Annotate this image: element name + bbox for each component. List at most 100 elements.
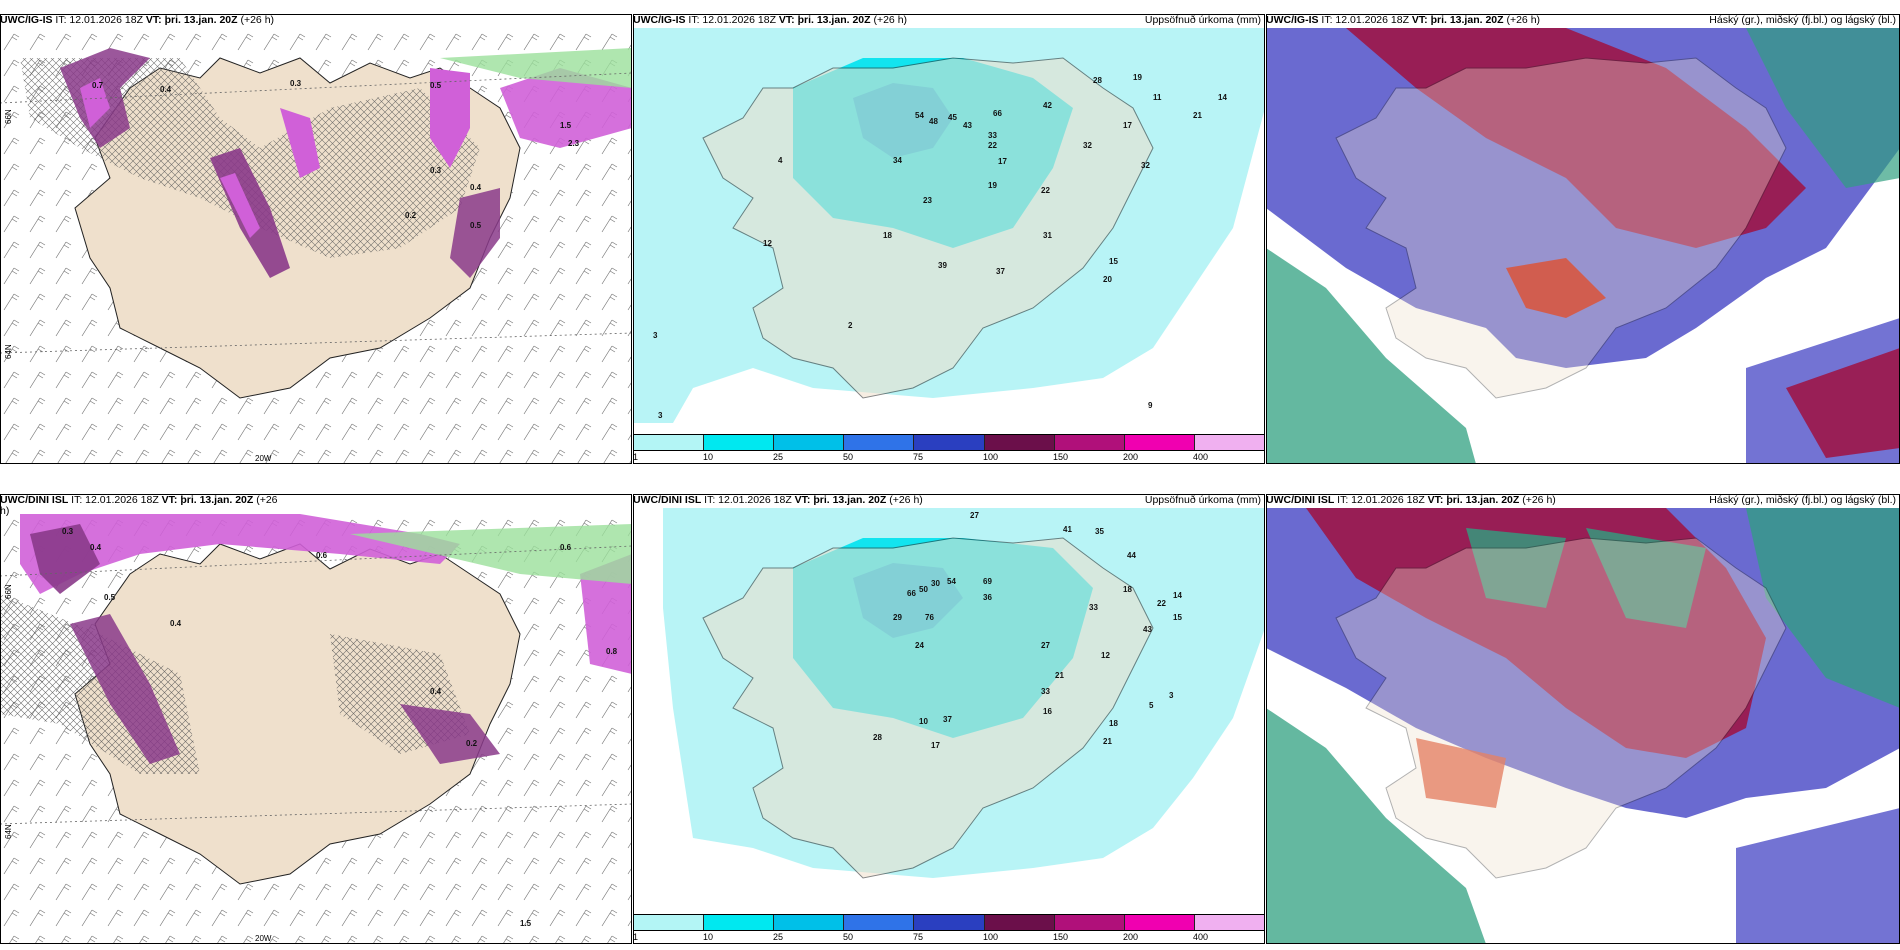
valid-time: VT: þri. 13.jan. 20Z [794,494,887,506]
colorbar-swatch [984,435,1055,450]
precip-value: 22 [1157,599,1166,608]
valid-time: VT: þri. 13.jan. 20Z [145,14,238,26]
precip-value: 34 [893,156,902,165]
icing-value: 0.3 [430,166,442,175]
model-name: UWC/DINI ISL [0,494,69,506]
precip-value: 41 [1063,525,1072,534]
valid-time: VT: þri. 13.jan. 20Z [1427,494,1520,506]
lead-time: (+26 h) [240,14,275,26]
precip-value: 19 [1133,73,1142,82]
colorbar-swatch [984,915,1055,930]
cloud-orange [1416,738,1506,808]
init-time: IT: 12.01.2026 18Z [55,14,143,26]
precip-value: 11 [1153,93,1162,102]
cloud-mid-ne [1746,28,1900,188]
icing-value: 0.4 [90,543,102,552]
precip-value: 9 [1148,401,1153,410]
icing-value: 0.4 [470,183,482,192]
icing-value: 0.4 [170,619,182,628]
precip-value: 10 [919,717,928,726]
colorbar-swatch [1124,915,1195,930]
precip-value: 32 [1141,161,1150,170]
precip-value: 48 [929,117,938,126]
panel-variable: Háský (gr.), miðský (fj.bl.) og lágský (… [1709,494,1896,506]
icing-value: 2.3 [568,139,580,148]
icing-green [350,524,632,584]
cloud-low [1266,28,1900,368]
lon-label-20: 20W [255,934,272,943]
precip-value: 66 [993,109,1002,118]
icing-purple-1 [30,524,100,594]
colorbar-tick: 50 [843,932,854,942]
cloud-map-panel-dini: UWC/DINI ISL IT: 12.01.2026 18Z VT: þri.… [1266,494,1900,944]
precip-value: 22 [988,141,997,150]
panel-variable: Uppsöfnuð úrkoma (mm) [1144,14,1261,26]
cloud-low-se [1736,808,1900,944]
colorbar-swatch [1054,915,1125,930]
colorbar-tick: 150 [1053,452,1069,462]
colorbar-swatch [774,915,845,930]
cloud-map [1266,508,1900,944]
cloud-mid-1 [1466,528,1566,608]
icing-value: 0.2 [405,211,417,220]
icing-purple-3 [400,704,500,764]
panel-frame [633,14,1265,464]
icing-value: 0.8 [606,647,618,656]
colorbar-tick-labels: 1 10 25 50 75 100 150 200 400 [633,452,1265,464]
icing-value: 0.6 [316,551,328,560]
precip-value: 12 [1101,651,1110,660]
icing-value: 0.2 [466,739,478,748]
precip-value: 45 [948,113,957,122]
precip-value: 66 [907,589,916,598]
panel-variable: Háský (gr.), miðský (fj.bl.) og lágský (… [1709,14,1896,26]
precip-map: 54 48 45 43 66 42 28 19 11 14 21 17 32 3… [633,28,1265,423]
precip-value: 54 [915,111,924,120]
icing-pink-5 [500,68,632,148]
icing-value: 0.5 [470,221,482,230]
icing-value: 1.5 [560,121,572,130]
precip-value: 30 [931,579,940,588]
colorbar-swatch [1054,435,1125,450]
colorbar-tick: 10 [703,932,714,942]
lead-time: (+26 h) [889,494,923,506]
icing-map-panel-igis: UWC/IG-IS IT: 12.01.2026 18Z VT: þri. 13… [0,14,632,464]
model-name: UWC/IG-IS [633,14,686,26]
cloud-mid-ne [1746,508,1900,708]
precip-value: 33 [988,131,997,140]
colorbar-swatch [634,915,705,930]
panel-title: UWC/IG-IS IT: 12.01.2026 18Z VT: þri. 13… [1266,14,1540,28]
precip-value: 19 [988,181,997,190]
precip-map: 27 41 35 44 30 54 66 50 69 36 33 18 22 1… [633,508,1265,903]
precip-value: 21 [1103,737,1112,746]
panel-frame [1266,494,1900,944]
precip-colorbar [633,914,1265,931]
model-name: UWC/DINI ISL [633,494,702,506]
icing-map-panel-dini: UWC/DINI ISL IT: 12.01.2026 18Z VT: þri.… [0,494,632,944]
precip-value: 21 [1055,671,1064,680]
icing-pink-3 [280,108,320,178]
colorbar-swatch [774,435,845,450]
icing-pink-east [580,554,632,674]
icing-value: 1.5 [520,919,532,928]
valid-time: VT: þri. 13.jan. 20Z [1411,14,1504,26]
lead-time: (+26 h) [1522,494,1556,506]
cloud-orange [1506,258,1606,318]
icing-value: 0.5 [104,593,116,602]
precip-value: 24 [915,641,924,650]
precip-value: 27 [970,511,979,520]
precip-value: 76 [925,613,934,622]
icing-hatch [20,58,480,258]
valid-time: VT: þri. 13.jan. 20Z [778,14,871,26]
colorbar-tick: 400 [1193,452,1209,462]
colorbar-tick: 1 [633,452,639,462]
init-time: IT: 12.01.2026 18Z [71,494,159,506]
colorbar-tick: 200 [1123,452,1139,462]
cloud-mid-2 [1586,528,1706,628]
panel-frame [0,494,632,944]
colorbar-swatch [1194,915,1264,930]
precip-value: 33 [1041,687,1050,696]
precip-value: 33 [1089,603,1098,612]
icing-value: 0.4 [160,85,172,94]
colorbar-swatch [844,915,915,930]
icing-purple-2 [70,614,180,764]
